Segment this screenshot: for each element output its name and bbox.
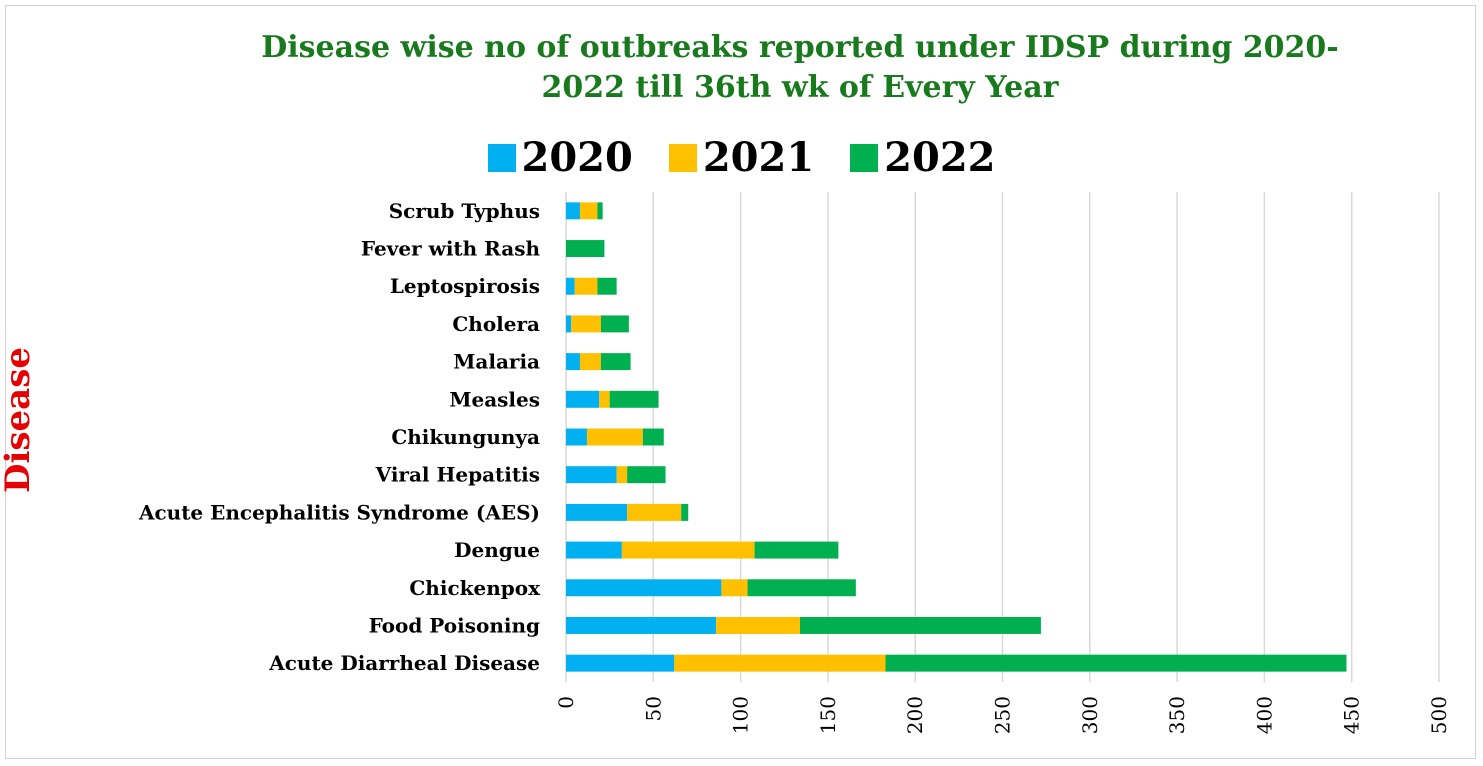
y-tick-label-cholera: Cholera [452,312,540,336]
bar-2020-leptospirosis [566,277,575,295]
x-tick-label-0: 0 [554,696,578,709]
bar-2020-measles [566,390,600,408]
chart-title: Disease wise no of outbreaks reported un… [230,28,1370,108]
y-tick-label-fever-with-rash: Fever with Rash [361,237,541,261]
legend: 2020 2021 2022 [0,134,1483,181]
legend-label-2021: 2021 [702,134,815,181]
bar-2020-chickenpox [566,579,722,597]
legend-swatch-2022 [850,143,879,172]
bar-2022-food-poisoning [799,616,1041,634]
x-tick-label-500: 500 [1427,696,1451,734]
bar-2022-malaria [600,353,631,371]
y-tick-label-viral-hepatitis: Viral Hepatitis [375,463,540,487]
bar-2022-cholera [600,315,629,333]
bar-2020-malaria [566,353,580,371]
x-tick-label-400: 400 [1252,696,1276,734]
x-tick-label-250: 250 [991,696,1015,734]
bar-2021-leptospirosis [574,277,598,295]
bar-2022-leptospirosis [597,277,617,295]
y-tick-label-measles: Measles [449,387,540,411]
bar-2021-acute-diarrheal-disease [674,654,886,672]
bar-2020-dengue [566,541,622,559]
bar-2021-measles [599,390,610,408]
x-tick-label-300: 300 [1078,696,1102,734]
bar-2020-acute-diarrheal-disease [566,654,675,672]
bar-2020-scrub-typhus [566,202,580,220]
y-tick-label-dengue: Dengue [454,538,540,562]
bar-2022-viral-hepatitis [627,466,666,484]
bar-2020-cholera [566,315,572,333]
x-tick-label-200: 200 [903,696,927,734]
y-tick-label-scrub-typhus: Scrub Typhus [389,199,540,223]
bar-2021-dengue [621,541,755,559]
bar-2022-acute-encephalitis-syndrome-aes [681,503,689,521]
x-tick-label-450: 450 [1340,696,1364,734]
y-tick-label-food-poisoning: Food Poisoning [369,613,540,637]
bar-2021-cholera [571,315,601,333]
bar-2021-acute-encephalitis-syndrome-aes [627,503,682,521]
bar-2020-chikungunya [566,428,587,446]
chart-title-line-2: 2022 till 36th wk of Every Year [541,70,1059,105]
legend-item-2021: 2021 [668,134,815,181]
bar-2022-acute-diarrheal-disease [885,654,1347,672]
bar-2022-fever-with-rash [566,240,605,258]
bar-2021-chikungunya [586,428,643,446]
legend-swatch-2021 [668,143,697,172]
bar-2021-food-poisoning [716,616,800,634]
x-tick-label-350: 350 [1165,696,1189,734]
chart-title-line-1: Disease wise no of outbreaks reported un… [261,30,1339,65]
x-tick-label-150: 150 [816,696,840,734]
legend-label-2020: 2020 [521,134,633,181]
x-tick-label-100: 100 [729,696,753,734]
y-tick-label-chickenpox: Chickenpox [409,576,541,600]
legend-label-2022: 2022 [884,134,996,181]
y-tick-label-leptospirosis: Leptospirosis [390,274,540,298]
bar-2021-malaria [579,353,601,371]
y-tick-label-malaria: Malaria [453,350,540,374]
bar-2021-chickenpox [721,579,748,597]
y-tick-label-chikungunya: Chikungunya [391,425,540,449]
x-tick-label-50: 50 [641,696,665,721]
y-tick-label-acute-diarrheal-disease: Acute Diarrheal Disease [268,651,540,675]
bar-2022-chikungunya [642,428,664,446]
legend-swatch-2020 [487,143,516,172]
bar-2022-scrub-typhus [597,202,603,220]
bar-2022-chickenpox [747,579,856,597]
bar-2021-viral-hepatitis [616,466,628,484]
legend-item-2020: 2020 [487,134,633,181]
bar-2020-acute-encephalitis-syndrome-aes [566,503,628,521]
bar-2022-dengue [754,541,839,559]
y-tick-label-acute-encephalitis-syndrome-aes: Acute Encephalitis Syndrome (AES) [138,500,540,524]
bar-2020-food-poisoning [566,616,717,634]
bar-2022-measles [609,390,659,408]
legend-item-2022: 2022 [850,134,995,181]
bar-2021-scrub-typhus [579,202,598,220]
bar-2020-viral-hepatitis [566,466,617,484]
